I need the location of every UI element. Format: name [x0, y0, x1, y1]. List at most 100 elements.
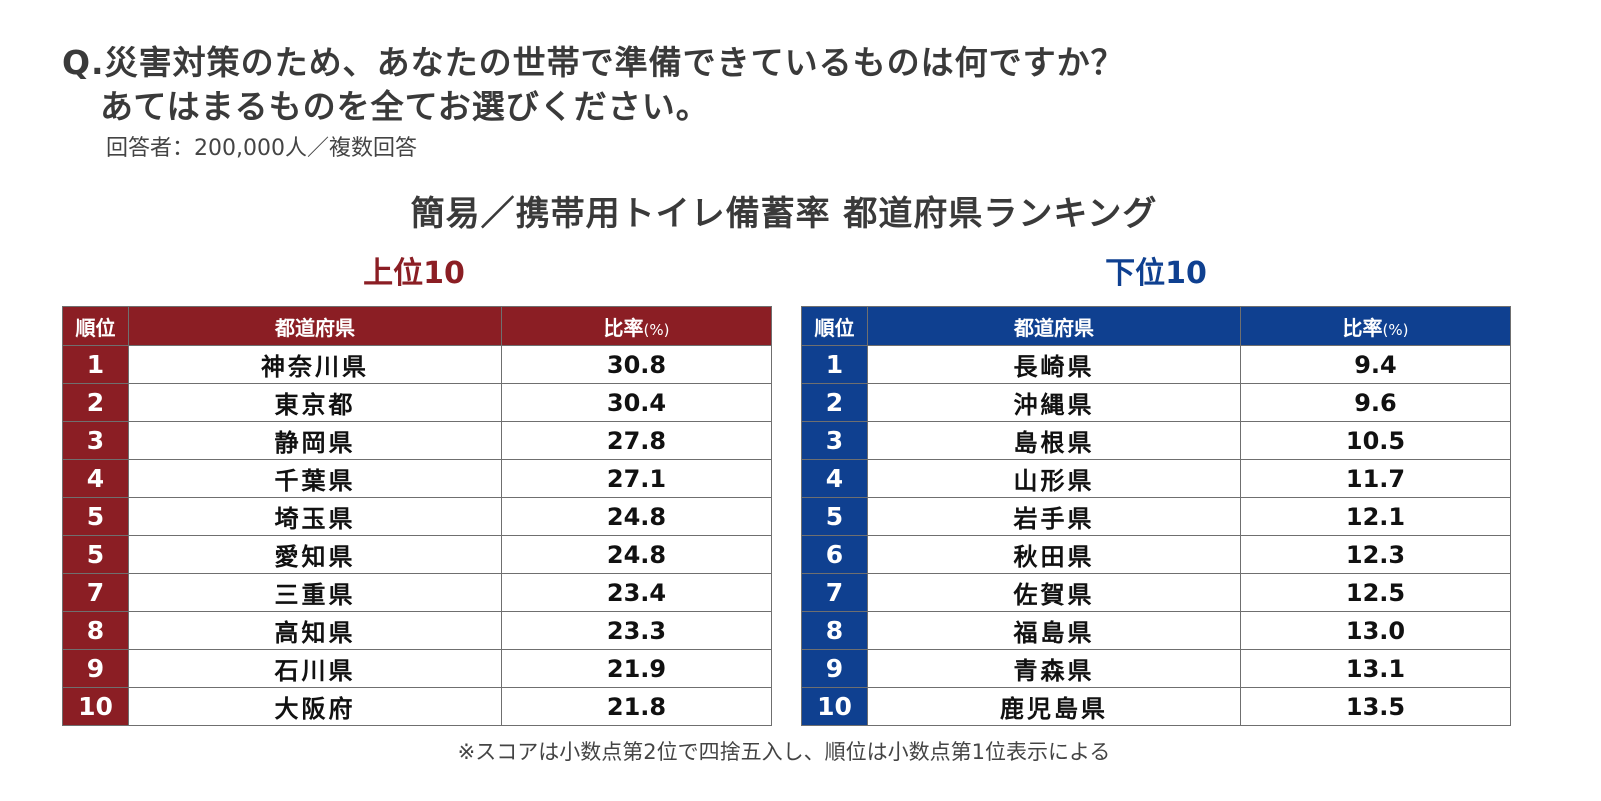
- prefecture-cell: 鹿児島県: [867, 687, 1241, 726]
- table-row: 2 沖縄県 9.6: [801, 383, 1511, 422]
- prefecture-cell: 山形県: [867, 459, 1241, 498]
- rate-cell: 12.1: [1240, 497, 1511, 536]
- rate-column-header: 比率(%): [1240, 306, 1511, 346]
- table-row: 7 佐賀県 12.5: [801, 573, 1511, 612]
- rank-cell: 5: [62, 497, 129, 536]
- rank-cell: 2: [801, 383, 868, 422]
- rate-cell: 23.4: [501, 573, 772, 612]
- prefecture-cell: 秋田県: [867, 535, 1241, 574]
- rank-cell: 3: [801, 421, 868, 460]
- prefecture-column-header: 都道府県: [128, 306, 502, 346]
- rank-cell: 10: [801, 687, 868, 726]
- rate-cell: 9.6: [1240, 383, 1511, 422]
- rate-cell: 13.0: [1240, 611, 1511, 650]
- rank-column-header: 順位: [801, 306, 868, 346]
- rate-cell: 24.8: [501, 535, 772, 574]
- table-header-row: 順位 都道府県 比率(%): [62, 306, 772, 346]
- footnote: ※スコアは小数点第2位で四捨五入し、順位は小数点第1位表示による: [457, 740, 1111, 764]
- rate-cell: 23.3: [501, 611, 772, 650]
- table-row: 3 島根県 10.5: [801, 421, 1511, 460]
- table-row: 7 三重県 23.4: [62, 573, 772, 612]
- rate-cell: 30.4: [501, 383, 772, 422]
- rate-cell: 27.1: [501, 459, 772, 498]
- rate-column-unit: (%): [643, 320, 670, 339]
- bottom10-table: 順位 都道府県 比率(%) 1 長崎県 9.4 2 沖縄県 9.6 3 島根県 10.5 4 山形県…: [801, 306, 1511, 726]
- rank-cell: 10: [62, 687, 129, 726]
- rate-cell: 30.8: [501, 345, 772, 384]
- rate-cell: 27.8: [501, 421, 772, 460]
- rank-column-header: 順位: [62, 306, 129, 346]
- rank-cell: 9: [62, 649, 129, 688]
- rate-cell: 12.5: [1240, 573, 1511, 612]
- table-row: 10 鹿児島県 13.5: [801, 687, 1511, 726]
- prefecture-cell: 東京都: [128, 383, 502, 422]
- rank-cell: 4: [62, 459, 129, 498]
- prefecture-cell: 高知県: [128, 611, 502, 650]
- rate-cell: 9.4: [1240, 345, 1511, 384]
- rate-column-unit: (%): [1382, 320, 1409, 339]
- table-row: 1 神奈川県 30.8: [62, 345, 772, 384]
- table-row: 6 秋田県 12.3: [801, 535, 1511, 574]
- question-line-2: あてはまるものを全てお選びください。: [100, 87, 710, 126]
- prefecture-cell: 三重県: [128, 573, 502, 612]
- rate-cell: 11.7: [1240, 459, 1511, 498]
- table-row: 8 福島県 13.0: [801, 611, 1511, 650]
- table-row: 4 山形県 11.7: [801, 459, 1511, 498]
- prefecture-cell: 佐賀県: [867, 573, 1241, 612]
- prefecture-cell: 沖縄県: [867, 383, 1241, 422]
- rank-cell: 7: [62, 573, 129, 612]
- rank-cell: 6: [801, 535, 868, 574]
- bottom10-heading: 下位10: [1105, 256, 1207, 291]
- prefecture-cell: 埼玉県: [128, 497, 502, 536]
- prefecture-cell: 神奈川県: [128, 345, 502, 384]
- prefecture-cell: 長崎県: [867, 345, 1241, 384]
- table-row: 5 愛知県 24.8: [62, 535, 772, 574]
- rank-cell: 8: [62, 611, 129, 650]
- prefecture-cell: 島根県: [867, 421, 1241, 460]
- bottom10-table-body: 1 長崎県 9.4 2 沖縄県 9.6 3 島根県 10.5 4 山形県 11.7 5 岩手県 12.1 6 秋…: [801, 345, 1511, 726]
- prefecture-cell: 福島県: [867, 611, 1241, 650]
- rank-cell: 2: [62, 383, 129, 422]
- rate-cell: 10.5: [1240, 421, 1511, 460]
- table-row: 4 千葉県 27.1: [62, 459, 772, 498]
- rank-cell: 5: [62, 535, 129, 574]
- prefecture-column-header: 都道府県: [867, 306, 1241, 346]
- table-row: 3 静岡県 27.8: [62, 421, 772, 460]
- prefecture-cell: 愛知県: [128, 535, 502, 574]
- respondents-note: 回答者：200,000人／複数回答: [106, 136, 417, 161]
- rank-cell: 1: [62, 345, 129, 384]
- prefecture-cell: 千葉県: [128, 459, 502, 498]
- ranking-title: 簡易／携帯用トイレ備蓄率 都道府県ランキング: [410, 194, 1158, 234]
- prefecture-cell: 岩手県: [867, 497, 1241, 536]
- rank-cell: 5: [801, 497, 868, 536]
- rank-cell: 3: [62, 421, 129, 460]
- table-header-row: 順位 都道府県 比率(%): [801, 306, 1511, 346]
- prefecture-cell: 石川県: [128, 649, 502, 688]
- rate-cell: 21.9: [501, 649, 772, 688]
- rank-cell: 1: [801, 345, 868, 384]
- rate-cell: 21.8: [501, 687, 772, 726]
- table-row: 2 東京都 30.4: [62, 383, 772, 422]
- table-row: 9 青森県 13.1: [801, 649, 1511, 688]
- rank-cell: 4: [801, 459, 868, 498]
- top10-table: 順位 都道府県 比率(%) 1 神奈川県 30.8 2 東京都 30.4 3 静岡県 27.8 4…: [62, 306, 772, 726]
- table-row: 5 岩手県 12.1: [801, 497, 1511, 536]
- prefecture-cell: 静岡県: [128, 421, 502, 460]
- table-row: 8 高知県 23.3: [62, 611, 772, 650]
- rate-cell: 13.1: [1240, 649, 1511, 688]
- top10-table-body: 1 神奈川県 30.8 2 東京都 30.4 3 静岡県 27.8 4 千葉県 27.1 5 埼玉県 24.…: [62, 345, 772, 726]
- top10-heading: 上位10: [363, 256, 465, 291]
- rate-cell: 12.3: [1240, 535, 1511, 574]
- prefecture-cell: 大阪府: [128, 687, 502, 726]
- rate-cell: 24.8: [501, 497, 772, 536]
- rank-cell: 7: [801, 573, 868, 612]
- rank-cell: 8: [801, 611, 868, 650]
- table-row: 1 長崎県 9.4: [801, 345, 1511, 384]
- prefecture-cell: 青森県: [867, 649, 1241, 688]
- table-row: 10 大阪府 21.8: [62, 687, 772, 726]
- rate-column-label: 比率: [1342, 315, 1383, 340]
- table-row: 9 石川県 21.9: [62, 649, 772, 688]
- rate-column-header: 比率(%): [501, 306, 772, 346]
- rank-cell: 9: [801, 649, 868, 688]
- question-line-1: Q.災害対策のため、あなたの世帯で準備できているものは何ですか？: [62, 43, 1125, 82]
